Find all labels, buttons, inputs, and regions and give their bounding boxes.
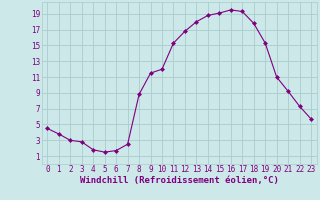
X-axis label: Windchill (Refroidissement éolien,°C): Windchill (Refroidissement éolien,°C) (80, 176, 279, 185)
